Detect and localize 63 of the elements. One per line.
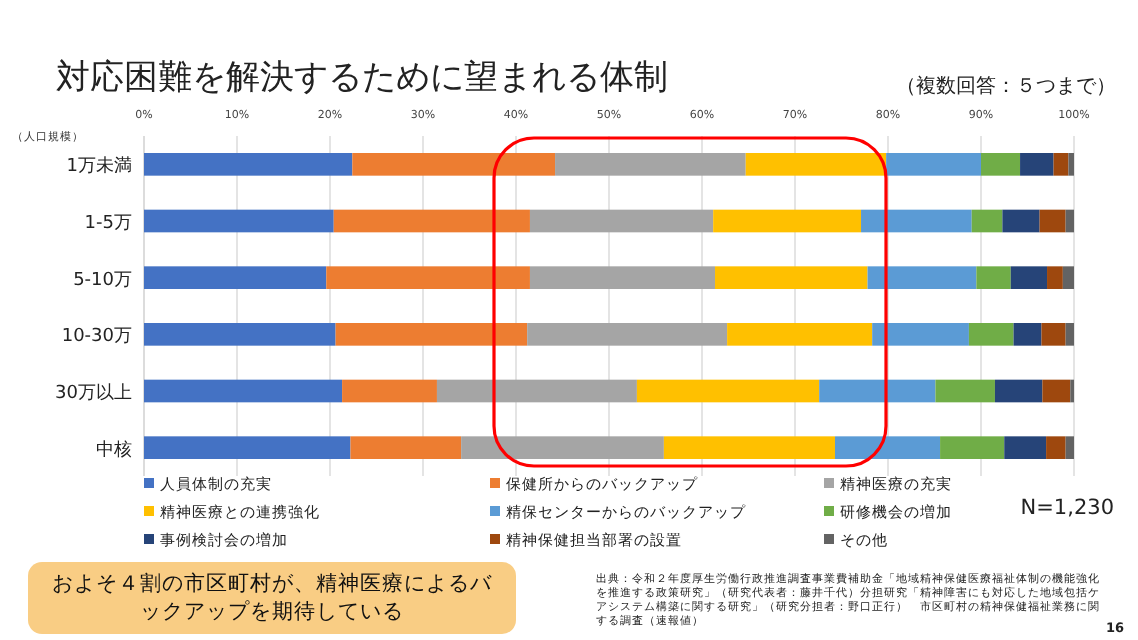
y-tick-label: 1-5万 <box>84 214 132 234</box>
bar <box>144 153 353 176</box>
bar <box>555 153 746 176</box>
bar <box>529 209 714 233</box>
bar <box>144 209 334 233</box>
bar <box>144 323 336 346</box>
text: およそ４割の市区町村が、精神医療によるバックアップを期待している <box>28 562 516 634</box>
bar <box>713 209 862 233</box>
bar <box>1002 209 1040 233</box>
bar <box>981 153 1021 176</box>
bar <box>861 209 972 233</box>
bar <box>1004 436 1047 459</box>
bar <box>872 323 969 346</box>
bar <box>727 323 873 346</box>
y-tick-label: 1万未満 <box>66 155 132 178</box>
bar <box>333 209 530 233</box>
bar <box>342 379 437 403</box>
y-tick-label: 中核 <box>96 438 132 461</box>
chart-subtitle: （複数回答：５つまで） <box>896 74 1116 98</box>
bar <box>350 436 462 459</box>
bar <box>144 379 343 403</box>
bar <box>1053 153 1069 176</box>
bar <box>663 436 835 459</box>
bar <box>1020 153 1054 176</box>
bar <box>1062 266 1074 289</box>
bar <box>1047 266 1063 289</box>
bar <box>1065 436 1074 459</box>
y-tick-label: 30万以上 <box>55 382 132 404</box>
chart-title: 対応困難を解決するために望まれる体制 <box>56 58 668 98</box>
bar <box>994 379 1043 403</box>
bar <box>715 266 868 289</box>
bar <box>935 379 995 403</box>
bar <box>529 266 716 289</box>
bar <box>940 436 1005 459</box>
bar <box>1010 266 1048 289</box>
y-tick-label: 5-10万 <box>73 270 132 291</box>
bar <box>834 436 941 459</box>
bar <box>461 436 664 459</box>
y-tick-label: 10-30万 <box>61 327 132 348</box>
bar <box>436 379 637 403</box>
bar <box>352 153 556 176</box>
bar <box>144 266 327 289</box>
bar <box>636 379 820 403</box>
bar <box>968 323 1014 346</box>
bar <box>326 266 530 289</box>
bar <box>1068 153 1074 176</box>
bar <box>1065 323 1074 346</box>
bar <box>976 266 1011 289</box>
bar <box>335 323 528 346</box>
bar <box>971 209 1003 233</box>
bar <box>1042 379 1071 403</box>
bar <box>819 379 936 403</box>
bar <box>1039 209 1066 233</box>
bar <box>867 266 977 289</box>
bar <box>1013 323 1042 346</box>
bar <box>1065 209 1074 233</box>
bar <box>1041 323 1066 346</box>
bar <box>527 323 728 346</box>
bar <box>886 153 981 176</box>
bar <box>745 153 887 176</box>
text: N=1,230 <box>1020 496 1114 520</box>
bar <box>1046 436 1066 459</box>
bar <box>144 436 351 459</box>
